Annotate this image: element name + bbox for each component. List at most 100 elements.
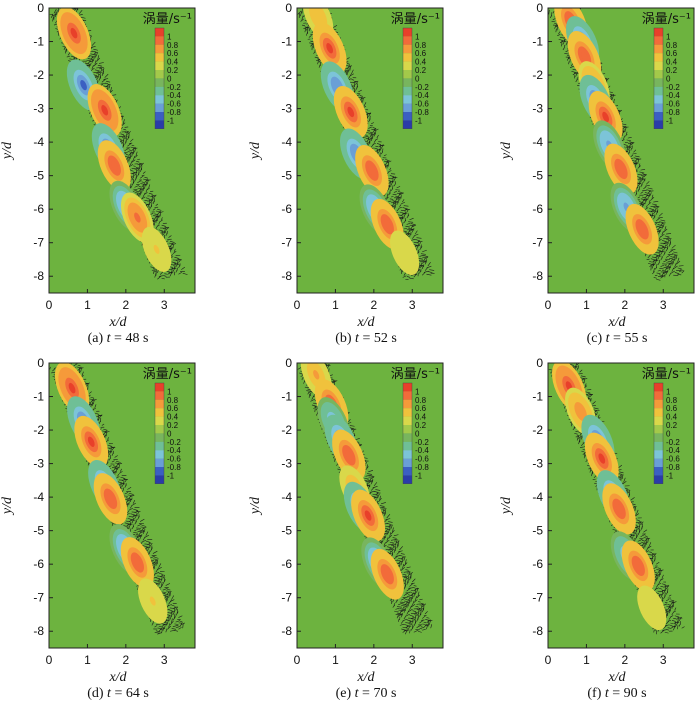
vector-arrow [155,561,157,567]
vector-arrow [381,151,384,155]
vector-arrow [677,257,680,263]
vector-arrow [167,271,172,275]
vector-arrow [636,176,642,178]
vector-arrow [318,64,321,68]
vector-arrow [160,575,163,577]
vector-arrow [116,476,120,479]
vector-arrow [415,239,421,242]
vector-arrow [636,168,638,172]
colorbar-title: 涡量/s⁻¹ [143,367,192,382]
vector-arrow [129,505,133,509]
vector-arrow [145,197,150,200]
vector-arrow [405,225,411,228]
vector-arrow [390,180,394,186]
plot-frame [48,362,196,649]
vector-arrow [171,604,175,607]
vector-arrow [104,82,109,85]
vector-arrow [130,146,134,149]
y-axis-label: y/d [499,141,514,161]
vector-arrow [660,229,662,232]
y-tick-label: -6 [281,202,292,216]
vector-arrow [331,379,336,381]
vector-arrow [161,277,165,280]
vector-arrow [157,210,161,215]
vector-arrow [671,258,676,261]
vortex-positive [68,382,76,394]
vector-arrow [147,203,151,208]
vector-arrow [162,575,166,579]
vector-arrow [369,132,373,138]
vector-arrow [93,48,98,51]
y-tick-label: -2 [532,68,543,82]
vector-arrow [91,65,94,70]
vector-arrow [664,265,670,268]
vector-arrow [144,178,149,183]
vector-arrow [663,228,668,233]
vector-arrow [305,26,310,31]
vector-arrow [103,85,108,88]
vector-arrow [349,73,354,77]
x-tick-label: 1 [84,653,91,667]
colorbar-level: -0.4 [415,91,429,100]
vector-arrow [172,625,178,627]
vortex-positive [315,11,322,22]
vector-arrow [172,267,176,272]
vector-arrow [140,190,142,196]
vector-arrow [412,224,417,228]
vortex-positive [326,43,334,54]
vector-arrow [668,239,672,242]
vector-arrow [405,232,410,235]
vector-arrow [157,208,162,211]
colorbar-swatch [403,61,412,70]
vector-arrow [144,192,148,195]
vector-arrow [94,404,97,408]
plot-frame [296,7,444,294]
y-tick-label: -1 [33,35,44,49]
colorbar-swatch [155,441,164,451]
colorbar-legend: 涡量/s⁻¹ 10.80.60.40.20-0.2-0.4-0.6-0.8-1 [391,12,440,130]
vector-arrow [644,192,650,195]
vector-arrow [98,414,103,419]
vector-arrow [179,622,183,627]
vector-arrow [549,15,553,19]
vector-arrow [424,267,429,271]
vector-arrow [125,131,128,137]
vector-arrow [108,465,112,467]
vector-arrow [391,176,396,180]
vector-arrow [372,134,374,140]
vector-arrow [159,584,164,589]
vector-arrow [157,579,161,582]
vector-arrow [362,136,368,138]
vector-arrow [640,168,646,171]
vector-arrow [416,237,422,239]
vector-arrow [165,595,169,598]
vector-arrow [650,196,655,201]
x-tick-label: 1 [84,298,91,312]
vector-arrow [165,628,168,633]
vector-arrow [613,98,615,103]
vector-arrow [147,543,151,545]
vector-arrow [140,526,145,528]
vector-arrow [131,519,134,524]
vector-arrow [154,269,158,273]
vector-arrow [641,196,647,199]
plot-area [297,363,433,635]
vector-arrow [49,366,51,370]
vector-arrow [559,40,565,44]
vector-arrow [70,55,75,58]
vector-arrow [317,59,319,65]
vector-arrow [656,263,658,268]
colorbar-level: 0.2 [666,66,678,75]
vector-arrow [634,155,640,158]
vector-arrow [409,277,414,280]
vector-arrow [355,80,359,85]
vector-arrow [351,79,355,81]
vector-arrow [174,256,180,259]
vector-arrow [140,183,145,185]
vector-arrow [304,27,307,33]
vector-arrow [558,38,564,41]
vector-arrow [420,262,423,266]
vector-arrow [128,164,134,168]
vector-arrow [649,261,653,263]
vector-arrow [402,207,408,210]
